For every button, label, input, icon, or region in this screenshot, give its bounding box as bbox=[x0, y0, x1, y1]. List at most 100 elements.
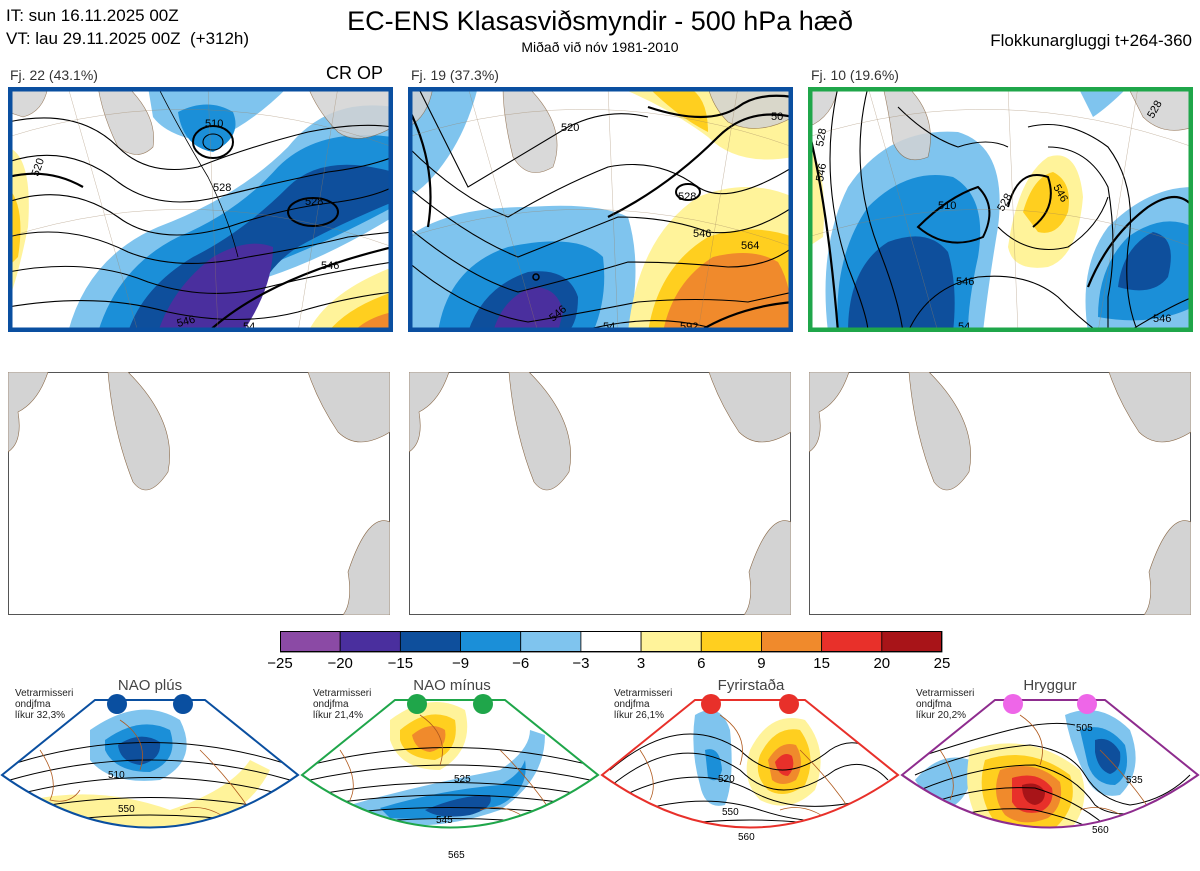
empty-map-3 bbox=[809, 372, 1191, 615]
contour-label: 520 bbox=[30, 157, 48, 178]
contour-label: 528 bbox=[305, 196, 323, 208]
cluster-border bbox=[408, 87, 793, 332]
regime-info-line: líkur 32,3% bbox=[15, 710, 66, 721]
header-info: IT: sun 16.11.2025 00Z VT: lau 29.11.202… bbox=[6, 4, 249, 50]
cluster-border bbox=[808, 87, 1193, 332]
contour-label: 528 bbox=[213, 182, 231, 194]
colorbar-tick-label: −20 bbox=[327, 655, 353, 672]
colorbar-tick-label: 25 bbox=[933, 655, 951, 672]
land-areas bbox=[809, 372, 1191, 615]
regime-info-line: ondjfma bbox=[313, 699, 349, 710]
colorbar-tick-label: 15 bbox=[813, 655, 830, 672]
regime-3-info: Vetrarmisseri ondjfma líkur 26,1% bbox=[614, 688, 672, 721]
regime-info-line: Vetrarmisseri bbox=[15, 688, 74, 699]
colorbar-tick-label: −6 bbox=[512, 655, 530, 672]
regime-info-line: líkur 26,1% bbox=[614, 710, 665, 721]
colorbar-cell bbox=[399, 631, 461, 653]
contour-label: 520 bbox=[718, 774, 735, 785]
cluster-map-2: 520 528 546 564 546 54 592 50 bbox=[408, 87, 793, 332]
regime-1-info: Vetrarmisseri ondjfma líkur 32,3% bbox=[15, 688, 73, 721]
regime-info-line: Vetrarmisseri bbox=[916, 688, 975, 699]
land-areas bbox=[8, 372, 390, 615]
regime-dot bbox=[1003, 694, 1023, 714]
regime-dot bbox=[779, 694, 799, 714]
colorbar-cell bbox=[881, 631, 943, 653]
contour-label: 546 bbox=[956, 276, 974, 288]
colorbar-cell bbox=[700, 631, 762, 653]
colorbar-tick-label: −15 bbox=[387, 655, 414, 672]
contour-label: 54 bbox=[603, 321, 615, 332]
colorbar-tick-label: 3 bbox=[636, 655, 646, 672]
regime-dot bbox=[701, 694, 721, 714]
colorbar-cell bbox=[280, 631, 341, 653]
colorbar-tick-label: 20 bbox=[873, 655, 891, 672]
contour-label: 54 bbox=[958, 321, 970, 332]
empty-map-1 bbox=[8, 372, 390, 615]
contour-label: 565 bbox=[448, 850, 465, 861]
regime-2-info: Vetrarmisseri ondjfma líkur 21,4% bbox=[313, 688, 371, 721]
regime-map-nao-minus: 525 545 565 bbox=[300, 694, 600, 861]
regime-4-info: Vetrarmisseri ondjfma líkur 20,2% bbox=[916, 688, 974, 721]
cluster-map-1: 510 520 528 528 546 546 54 bbox=[8, 87, 393, 332]
contour-label: 525 bbox=[454, 774, 471, 785]
regime-3-title: Fyrirstaða bbox=[717, 677, 785, 694]
contour-label: 546 bbox=[693, 228, 711, 240]
grid-lines bbox=[408, 87, 793, 332]
cluster-map-3: 528 546 510 528 546 528 546 546 54 bbox=[808, 87, 1193, 332]
contour-label: 510 bbox=[938, 200, 956, 212]
regime-info-line: Vetrarmisseri bbox=[614, 688, 673, 699]
contour-label: 54 bbox=[243, 321, 255, 332]
contour-label: 546 bbox=[176, 314, 197, 330]
land-areas bbox=[408, 87, 793, 173]
contour-label: 50 bbox=[771, 111, 783, 123]
contour-label: 550 bbox=[722, 807, 739, 818]
land-areas bbox=[409, 372, 791, 615]
contour-label: 564 bbox=[741, 240, 759, 252]
page-subtitle: Miðað við nóv 1981-2010 bbox=[521, 39, 679, 55]
regime-dot bbox=[473, 694, 493, 714]
colorbar-tick-label: −3 bbox=[572, 655, 590, 672]
regime-2-title: NAO mínus bbox=[413, 677, 491, 694]
cluster-3-label: Fj. 10 (19.6%) bbox=[811, 67, 899, 83]
regime-dot bbox=[1077, 694, 1097, 714]
colorbar-tick-label: −25 bbox=[267, 655, 293, 672]
contour-label: 550 bbox=[118, 804, 135, 815]
regime-dot bbox=[407, 694, 427, 714]
contour-label: 592 bbox=[680, 321, 698, 332]
contour-label: 546 bbox=[1153, 313, 1171, 325]
grid-lines bbox=[8, 87, 393, 332]
anomaly-shading bbox=[8, 87, 393, 332]
grid-lines bbox=[808, 87, 1193, 332]
valid-time: VT: lau 29.11.2025 00Z (+312h) bbox=[6, 29, 250, 48]
regime-info-line: ondjfma bbox=[614, 699, 650, 710]
regime-map-ridge: 505 535 560 bbox=[900, 694, 1200, 836]
contour-label: 560 bbox=[1092, 825, 1109, 836]
contour-label: 505 bbox=[1076, 723, 1093, 734]
cluster-2-label: Fj. 19 (37.3%) bbox=[411, 67, 499, 83]
regime-1-title: NAO plús bbox=[117, 677, 183, 694]
init-time: IT: sun 16.11.2025 00Z bbox=[6, 6, 179, 25]
contour-label: 528 bbox=[814, 127, 829, 147]
regime-info-line: ondjfma bbox=[916, 699, 952, 710]
cluster-border bbox=[8, 87, 393, 332]
colorbar-cell bbox=[460, 631, 522, 653]
regime-map-blocking: 520 550 560 bbox=[600, 694, 900, 843]
land-areas bbox=[808, 87, 1193, 161]
contour-label: 546 bbox=[814, 162, 829, 182]
colorbar-tick-label: −9 bbox=[451, 655, 470, 672]
contour-label: 545 bbox=[436, 815, 453, 826]
cluster-1-label: Fj. 22 (43.1%) bbox=[10, 67, 98, 83]
contour-label: 510 bbox=[108, 770, 125, 781]
contour-label: 520 bbox=[561, 122, 579, 134]
regime-info-line: líkur 20,2% bbox=[916, 710, 967, 721]
colorbar-cell bbox=[339, 631, 401, 653]
colorbar-tick-label: 6 bbox=[697, 655, 706, 672]
contour-label: 535 bbox=[1126, 775, 1143, 786]
regime-info-line: Vetrarmisseri bbox=[313, 688, 372, 699]
regime-info-line: ondjfma bbox=[15, 699, 51, 710]
regime-4-title: Hryggur bbox=[1023, 677, 1077, 694]
colorbar-cell bbox=[640, 631, 702, 653]
regime-map-nao-plus: 510 550 bbox=[0, 694, 300, 829]
colorbar bbox=[280, 631, 943, 653]
colorbar-ticks: −25 −20 −15 −9 −6 −3 3 6 9 15 20 25 bbox=[267, 655, 950, 675]
